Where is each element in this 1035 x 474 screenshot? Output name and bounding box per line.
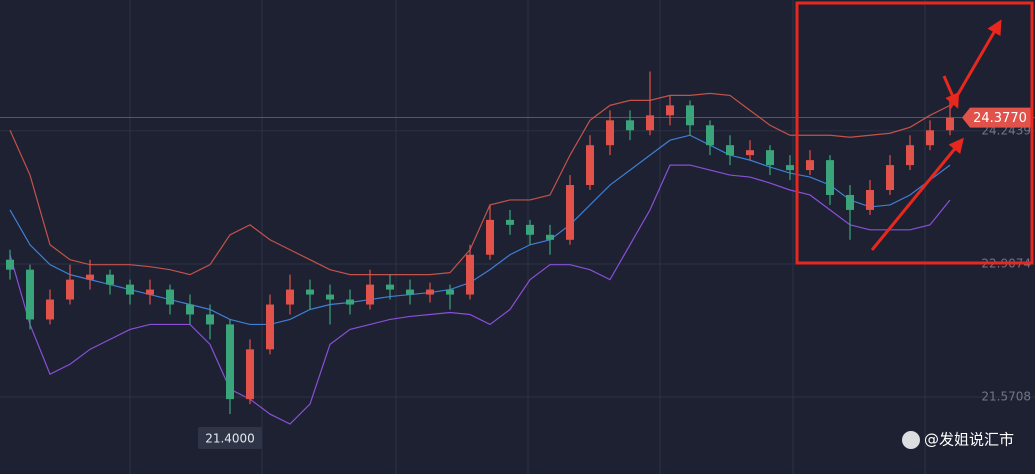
last-price-label: 24.3770 [973, 111, 1027, 126]
y-tick-label: 21.5708 [981, 390, 1031, 404]
candle-body [326, 294, 334, 300]
candle-body [946, 117, 954, 131]
candle-body [846, 194, 854, 210]
arrow [870, 137, 964, 251]
candle-body [606, 120, 614, 146]
candle-body [666, 105, 674, 116]
candle-body [886, 165, 894, 190]
candle-body [186, 304, 194, 315]
candle-body [126, 284, 134, 295]
candle-body [566, 185, 574, 240]
low-label: 21.4000 [205, 432, 255, 446]
candle-body [6, 259, 14, 270]
band-line [9, 164, 951, 425]
watermark: @发姐说汇市 [902, 431, 1014, 449]
candle-body [546, 234, 554, 240]
plot: 24.3770 21.4000 [0, 71, 1035, 450]
candle-body [166, 289, 174, 305]
candle-body [306, 289, 314, 295]
candle-body [406, 289, 414, 295]
candle-body [926, 130, 934, 146]
candle-body [466, 254, 474, 295]
candle-body [266, 304, 274, 350]
candle-body [446, 289, 454, 295]
candle-body [866, 189, 874, 210]
candle-body [906, 145, 914, 166]
candle-body [106, 274, 114, 285]
last-price-tag [962, 107, 1031, 128]
candle-body [766, 150, 774, 166]
candle-body [826, 160, 834, 195]
candle-body [726, 145, 734, 156]
candle-body [386, 284, 394, 290]
arrow [942, 75, 960, 109]
candle-body [506, 219, 514, 225]
candle-body [746, 150, 754, 156]
annotation [795, 1, 1034, 265]
candle-body [346, 299, 354, 305]
candle-body [286, 289, 294, 305]
candle-body [26, 269, 34, 320]
candle-body [806, 160, 814, 171]
low-tag [198, 427, 262, 450]
candle-body [626, 120, 634, 131]
candle-body [686, 105, 694, 126]
candle-body [646, 115, 654, 131]
candle-body [146, 289, 154, 295]
band-line [9, 92, 951, 276]
candle-body [786, 165, 794, 171]
candle-body [586, 145, 594, 186]
candle-body [46, 299, 54, 320]
candle-body [226, 324, 234, 400]
candle-body [486, 219, 494, 255]
candle-body [706, 125, 714, 146]
highlight-box [795, 1, 1034, 265]
watermark-text: @发姐说汇市 [924, 431, 1014, 449]
candle-body [526, 224, 534, 235]
candle-body [246, 349, 254, 400]
candle-body [86, 274, 94, 280]
candle-body [426, 289, 434, 295]
candle-body [66, 279, 74, 300]
candle-body [366, 284, 374, 305]
candle-body [206, 314, 214, 325]
logo [902, 431, 920, 449]
